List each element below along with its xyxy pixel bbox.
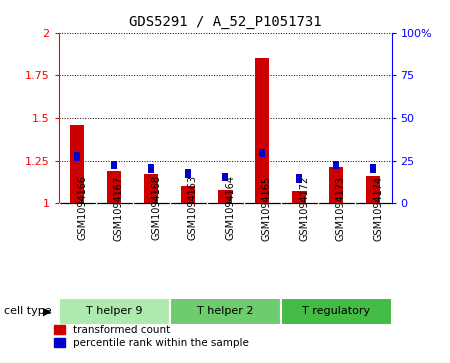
Bar [107, 171, 122, 203]
Bar [170, 298, 280, 325]
Legend: transformed count, percentile rank within the sample: transformed count, percentile rank withi… [50, 321, 253, 352]
Bar [328, 167, 343, 203]
Text: GSM1094167: GSM1094167 [114, 175, 124, 241]
Bar [365, 176, 380, 203]
Bar [292, 191, 306, 203]
Text: GSM1094166: GSM1094166 [77, 175, 87, 241]
Text: T regulatory: T regulatory [302, 306, 370, 316]
Text: GSM1094163: GSM1094163 [188, 175, 198, 241]
Bar [58, 298, 170, 325]
Bar [74, 152, 81, 160]
Text: GSM1094164: GSM1094164 [225, 175, 235, 241]
Bar [144, 174, 158, 203]
Bar [70, 125, 85, 203]
Bar [218, 189, 232, 203]
Title: GDS5291 / A_52_P1051731: GDS5291 / A_52_P1051731 [129, 15, 321, 29]
Bar [255, 58, 270, 203]
Bar [369, 164, 376, 172]
Bar [280, 298, 392, 325]
Text: T helper 9: T helper 9 [86, 306, 142, 316]
Text: GSM1094165: GSM1094165 [262, 175, 272, 241]
Text: ▶: ▶ [43, 306, 51, 316]
Text: cell type: cell type [4, 306, 52, 316]
Text: GSM1094173: GSM1094173 [336, 175, 346, 241]
Bar [180, 186, 195, 203]
Bar [259, 149, 266, 157]
Bar [296, 174, 302, 183]
Text: GSM1094168: GSM1094168 [151, 175, 161, 241]
Text: GSM1094174: GSM1094174 [373, 175, 383, 241]
Text: T helper 2: T helper 2 [197, 306, 253, 316]
Bar [184, 169, 191, 178]
Bar [148, 164, 154, 172]
Bar [222, 172, 228, 181]
Bar [111, 160, 117, 169]
Bar [333, 160, 339, 169]
Text: GSM1094172: GSM1094172 [299, 175, 309, 241]
